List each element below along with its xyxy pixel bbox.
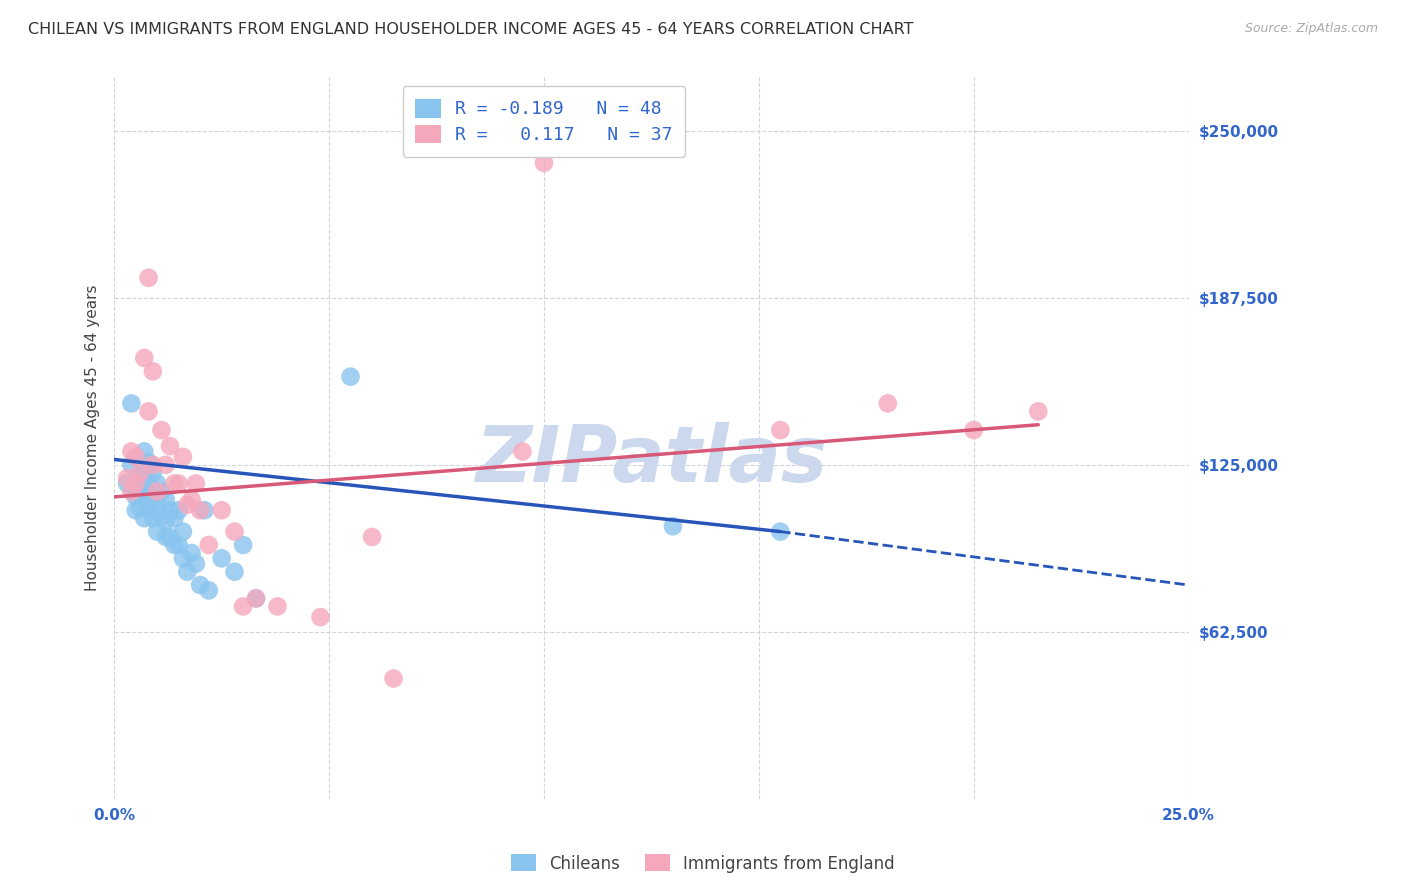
Point xyxy=(129,482,152,496)
Point xyxy=(138,404,160,418)
Point xyxy=(232,599,254,614)
Point xyxy=(134,444,156,458)
Point xyxy=(142,492,165,507)
Point xyxy=(769,423,792,437)
Point xyxy=(134,351,156,365)
Point xyxy=(172,551,194,566)
Point xyxy=(146,484,169,499)
Point xyxy=(142,364,165,378)
Point xyxy=(382,672,405,686)
Point xyxy=(339,369,361,384)
Point xyxy=(266,599,288,614)
Point xyxy=(129,500,152,515)
Point xyxy=(533,156,555,170)
Point xyxy=(193,503,215,517)
Legend: R = -0.189   N = 48, R =   0.117   N = 37: R = -0.189 N = 48, R = 0.117 N = 37 xyxy=(402,87,685,157)
Point xyxy=(138,498,160,512)
Point xyxy=(512,444,534,458)
Point xyxy=(232,538,254,552)
Point xyxy=(155,492,177,507)
Point xyxy=(134,466,156,480)
Point xyxy=(163,538,186,552)
Text: Source: ZipAtlas.com: Source: ZipAtlas.com xyxy=(1244,22,1378,36)
Point xyxy=(150,423,173,437)
Point xyxy=(120,396,142,410)
Point xyxy=(188,578,211,592)
Point xyxy=(138,270,160,285)
Point xyxy=(184,476,207,491)
Text: CHILEAN VS IMMIGRANTS FROM ENGLAND HOUSEHOLDER INCOME AGES 45 - 64 YEARS CORRELA: CHILEAN VS IMMIGRANTS FROM ENGLAND HOUSE… xyxy=(28,22,914,37)
Point xyxy=(142,466,165,480)
Point xyxy=(159,439,181,453)
Y-axis label: Householder Income Ages 45 - 64 years: Householder Income Ages 45 - 64 years xyxy=(86,285,100,591)
Point xyxy=(167,476,190,491)
Point xyxy=(163,511,186,525)
Point xyxy=(120,458,142,472)
Point xyxy=(176,565,198,579)
Point xyxy=(159,530,181,544)
Point xyxy=(245,591,267,606)
Point xyxy=(155,530,177,544)
Point xyxy=(124,490,146,504)
Point xyxy=(142,458,165,472)
Point xyxy=(115,471,138,485)
Point xyxy=(176,498,198,512)
Point xyxy=(876,396,898,410)
Point xyxy=(1026,404,1049,418)
Point xyxy=(138,476,160,491)
Point xyxy=(184,557,207,571)
Point xyxy=(115,476,138,491)
Point xyxy=(124,474,146,488)
Point xyxy=(146,498,169,512)
Point xyxy=(150,484,173,499)
Point xyxy=(662,519,685,533)
Point xyxy=(129,471,152,485)
Point xyxy=(769,524,792,539)
Point xyxy=(163,476,186,491)
Point xyxy=(180,546,202,560)
Text: ZIPatlas: ZIPatlas xyxy=(475,422,828,498)
Point xyxy=(211,503,233,517)
Point xyxy=(124,503,146,517)
Point xyxy=(142,511,165,525)
Point xyxy=(155,458,177,472)
Point xyxy=(124,476,146,491)
Point xyxy=(155,514,177,528)
Point xyxy=(172,450,194,464)
Point xyxy=(180,492,202,507)
Point xyxy=(159,503,181,517)
Point xyxy=(224,565,246,579)
Point xyxy=(963,423,986,437)
Point xyxy=(129,466,152,480)
Point xyxy=(197,538,219,552)
Point xyxy=(361,530,384,544)
Point xyxy=(134,511,156,525)
Point xyxy=(167,538,190,552)
Point xyxy=(146,476,169,491)
Point xyxy=(124,450,146,464)
Point xyxy=(138,455,160,469)
Point xyxy=(197,583,219,598)
Legend: Chileans, Immigrants from England: Chileans, Immigrants from England xyxy=(505,847,901,880)
Point xyxy=(188,503,211,517)
Point xyxy=(150,508,173,523)
Point xyxy=(120,444,142,458)
Point xyxy=(167,503,190,517)
Point xyxy=(134,484,156,499)
Point xyxy=(245,591,267,606)
Point xyxy=(120,484,142,499)
Point xyxy=(211,551,233,566)
Point xyxy=(224,524,246,539)
Point xyxy=(172,524,194,539)
Point xyxy=(146,524,169,539)
Point xyxy=(309,610,332,624)
